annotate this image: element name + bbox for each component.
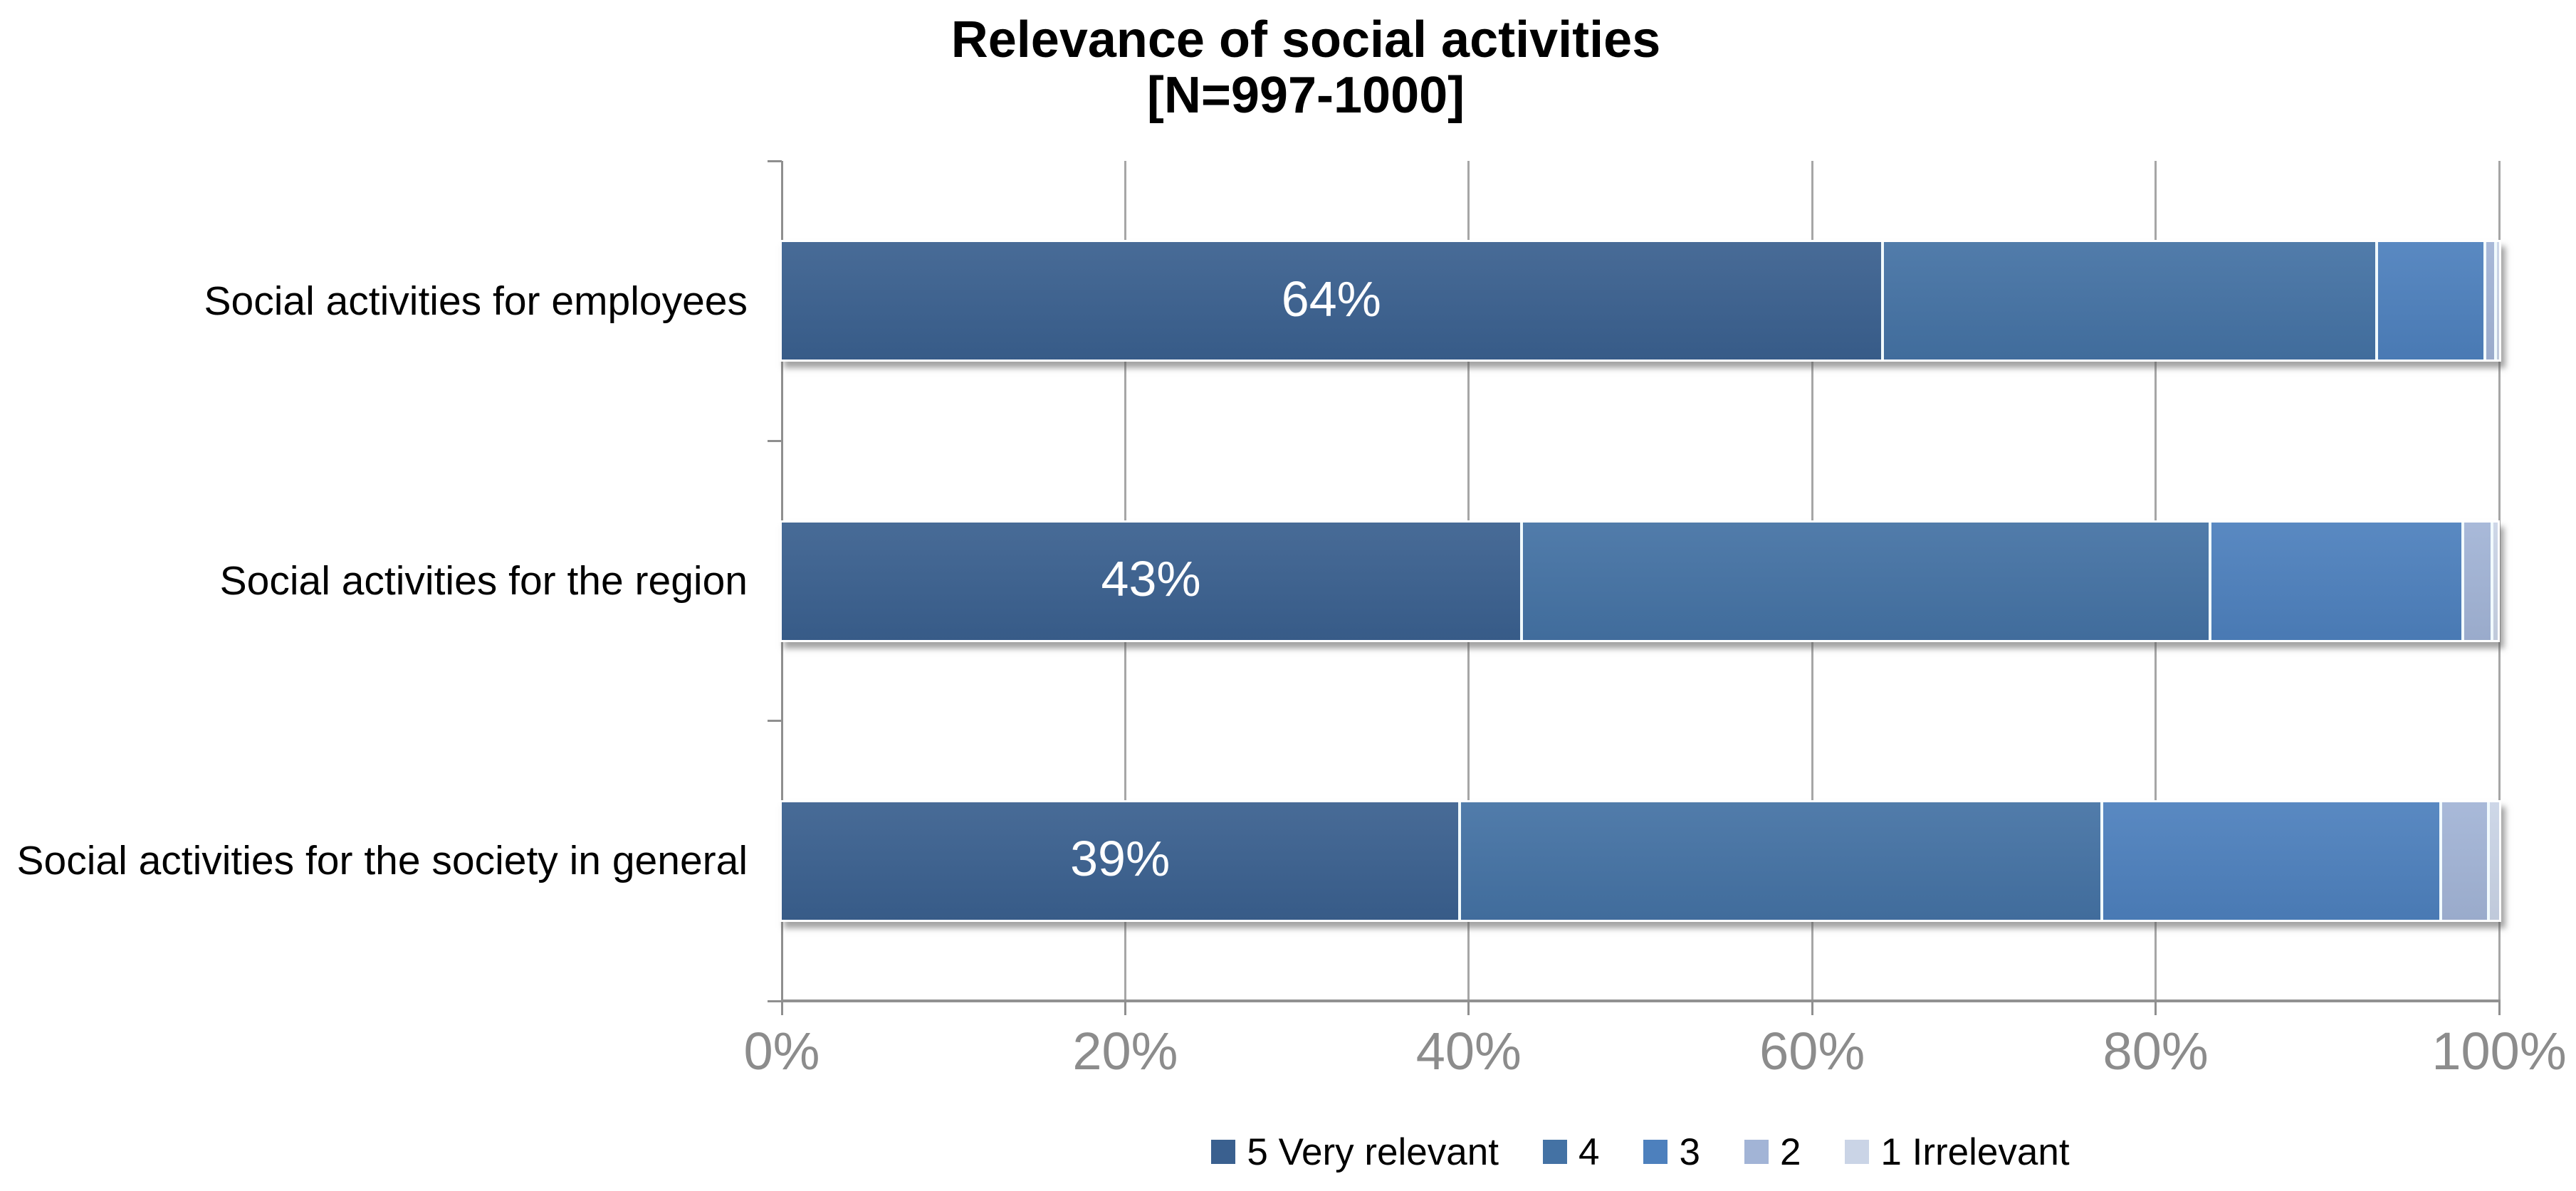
bar-segment-3: [2375, 242, 2484, 360]
x-axis-tick: [1124, 1001, 1126, 1015]
bar-segment-1: 39%: [782, 802, 1459, 920]
x-axis-tick: [2154, 1001, 2157, 1015]
x-tick-label: 0%: [743, 1022, 820, 1081]
legend-marker-icon: [1744, 1140, 1769, 1164]
bar-row: 39%: [780, 799, 2501, 922]
bar-segment-4: [2439, 802, 2488, 920]
legend-item: 5 Very relevant: [1211, 1133, 1499, 1171]
bar-segment-1: 64%: [782, 242, 1881, 360]
y-axis-tick: [768, 159, 782, 162]
legend-item-label: 1 Irrelevant: [1880, 1130, 2070, 1173]
bar-segment-2: [1458, 802, 2101, 920]
bar-segment-4: [2461, 522, 2491, 640]
legend-marker-icon: [1211, 1140, 1236, 1164]
x-axis-tick: [2498, 1001, 2501, 1015]
x-axis-tick: [1467, 1001, 1470, 1015]
bar-segment-5: [2490, 522, 2498, 640]
legend-marker-icon: [1542, 1140, 1567, 1164]
x-axis-line: [780, 1000, 2501, 1002]
y-axis-tick: [768, 1000, 782, 1002]
x-tick-label: 80%: [2103, 1022, 2209, 1081]
y-axis-tick: [768, 439, 782, 442]
legend-item: 2: [1744, 1133, 1801, 1171]
legend-item: 3: [1643, 1133, 1700, 1171]
category-label: Social activities for the society in gen…: [16, 838, 748, 884]
chart-title-block: Relevance of social activities [N=997-10…: [36, 11, 2576, 124]
bar-segment-2: [1520, 522, 2209, 640]
chart-title: Relevance of social activities: [951, 11, 1661, 68]
category-label: Social activities for employees: [204, 278, 748, 324]
bar-segment-1: 43%: [782, 522, 1521, 640]
y-axis-tick: [768, 720, 782, 723]
x-tick-label: 40%: [1415, 1022, 1522, 1081]
legend-item: 4: [1542, 1130, 1600, 1173]
legend-marker-icon: [1643, 1140, 1668, 1164]
bar-segment-2: [1880, 242, 2376, 360]
data-label: 39%: [1070, 831, 1171, 887]
x-tick-label: 100%: [2431, 1022, 2567, 1081]
data-label: 64%: [1281, 271, 1381, 327]
x-axis-tick: [1811, 1001, 1813, 1015]
x-axis-tick: [780, 1001, 783, 1015]
x-tick-label: 20%: [1072, 1022, 1178, 1081]
x-tick-label: 60%: [1759, 1022, 1865, 1081]
legend-item-label: 5 Very relevant: [1247, 1130, 1499, 1173]
bar-segment-5: [2487, 802, 2499, 920]
legend: 5 Very relevant 4 3 2 1 Irrelevant: [782, 1129, 2499, 1175]
bar-segment-4: [2483, 242, 2494, 360]
legend-item: 1 Irrelevant: [1845, 1130, 2070, 1173]
category-label: Social activities for the region: [219, 558, 748, 604]
chart-subtitle: [N=997-1000]: [1146, 66, 1465, 124]
data-label: 43%: [1101, 551, 1201, 607]
bar-row: 43%: [780, 520, 2500, 642]
bar-segment-3: [2209, 522, 2461, 640]
legend-item-label: 4: [1578, 1130, 1600, 1173]
legend-item-label: 3: [1679, 1130, 1700, 1173]
bar-segment-3: [2100, 802, 2439, 920]
legend-marker-icon: [1845, 1140, 1870, 1164]
legend-item-label: 2: [1779, 1130, 1801, 1173]
bar-row: 64%: [780, 240, 2501, 362]
bar-segment-5: [2493, 242, 2499, 360]
